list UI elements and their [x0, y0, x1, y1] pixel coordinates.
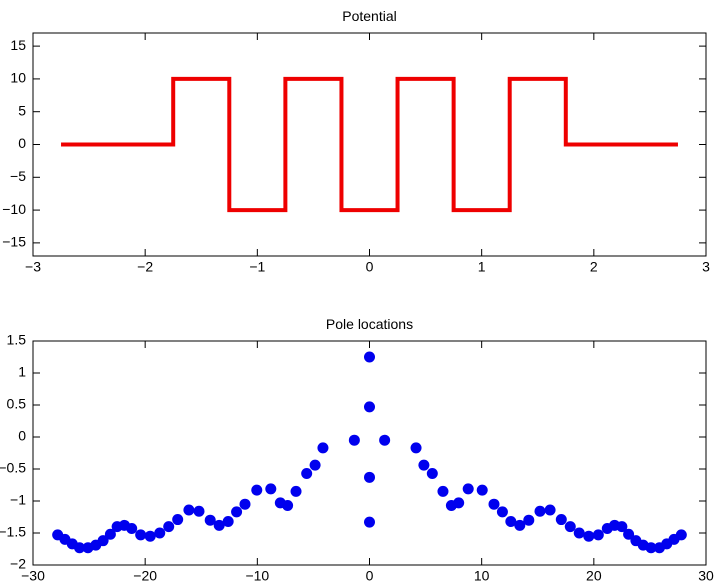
x-tick-label: 0 — [366, 568, 374, 584]
x-tick-label: −30 — [21, 568, 45, 584]
y-tick-label: −2 — [10, 556, 26, 572]
pole-marker — [476, 484, 488, 496]
pole-marker — [364, 401, 375, 413]
y-tick-label: 15 — [10, 37, 26, 53]
pole-marker — [488, 498, 500, 510]
pole-marker — [592, 529, 604, 541]
pole-marker — [301, 467, 313, 479]
pole-marker — [183, 504, 195, 516]
pole-marker — [583, 530, 595, 542]
y-tick-label: 1.5 — [7, 332, 27, 348]
x-tick-label: 3 — [702, 259, 710, 275]
pole-marker — [675, 529, 687, 541]
pole-marker — [462, 483, 474, 495]
pole-marker — [379, 434, 391, 446]
pole-marker — [496, 506, 508, 518]
x-tick-label: 10 — [474, 568, 490, 584]
pole-marker — [154, 527, 166, 539]
pole-marker — [231, 506, 243, 518]
pole-marker — [222, 515, 234, 527]
pole-marker — [523, 514, 535, 526]
pole-marker — [274, 497, 286, 509]
pole-marker — [104, 528, 116, 540]
pole-marker — [290, 485, 302, 497]
y-tick-label: −1 — [10, 492, 26, 508]
pole-marker — [144, 530, 156, 542]
x-tick-label: −10 — [245, 568, 269, 584]
x-tick-label: 30 — [698, 568, 714, 584]
pole-marker — [616, 521, 628, 533]
y-tick-label: −1.5 — [0, 524, 26, 540]
y-tick-label: −0.5 — [0, 460, 26, 476]
pole-marker — [364, 516, 375, 528]
pole-marker — [564, 521, 576, 533]
x-tick-label: −1 — [249, 259, 265, 275]
pole-marker — [82, 542, 94, 554]
pole-marker — [317, 442, 329, 454]
pole-marker — [135, 529, 147, 541]
y-tick-label: 0.5 — [7, 396, 27, 412]
pole-marker — [348, 434, 360, 446]
x-tick-label: −3 — [25, 259, 41, 275]
pole-marker — [555, 514, 567, 526]
pole-marker — [534, 505, 546, 517]
potential-chart-title: Potential — [342, 8, 397, 24]
x-tick-label: 20 — [586, 568, 602, 584]
pole-marker — [111, 521, 123, 533]
pole-locations-chart-title: Pole locations — [325, 316, 414, 332]
pole-marker — [364, 351, 375, 363]
pole-marker — [309, 459, 321, 471]
pole-marker — [505, 515, 517, 527]
pole-marker — [364, 471, 375, 483]
pole-marker — [573, 527, 585, 539]
pole-marker — [265, 483, 277, 495]
y-tick-label: −15 — [2, 234, 26, 250]
y-tick-label: 10 — [10, 70, 26, 86]
pole-marker — [52, 529, 64, 541]
pole-marker — [544, 504, 556, 516]
pole-marker — [410, 442, 422, 454]
y-tick-label: 0 — [18, 135, 26, 151]
pole-marker — [645, 542, 657, 554]
pole-locations-plot-area: −30 −20 −10 0 10 20 30 −2 −1.5 −1 −0.5 0 0.5 1 1.5 — [0, 332, 714, 584]
pole-marker — [251, 484, 263, 496]
y-tick-label: 1 — [18, 364, 26, 380]
pole-marker — [163, 521, 175, 533]
x-tick-label: 2 — [590, 259, 598, 275]
y-tick-label: −10 — [2, 201, 26, 217]
pole-marker — [453, 497, 465, 509]
y-tick-label: 0 — [18, 428, 26, 444]
y-tick-label: 5 — [18, 102, 26, 118]
x-tick-label: 0 — [366, 259, 374, 275]
pole-marker — [437, 485, 449, 497]
pole-marker — [213, 519, 225, 531]
x-tick-label: 1 — [478, 259, 486, 275]
potential-square-wave — [61, 76, 678, 213]
x-tick-label: −20 — [133, 568, 157, 584]
pole-marker — [418, 459, 430, 471]
pole-marker — [426, 467, 438, 479]
pole-marker — [172, 514, 184, 526]
pole-marker — [193, 505, 205, 517]
pole-marker — [239, 498, 251, 510]
pole-marker — [514, 519, 526, 531]
pole-marker — [204, 514, 216, 526]
pole-marker — [623, 528, 635, 540]
x-tick-label: −2 — [137, 259, 153, 275]
y-tick-label: −5 — [10, 168, 26, 184]
